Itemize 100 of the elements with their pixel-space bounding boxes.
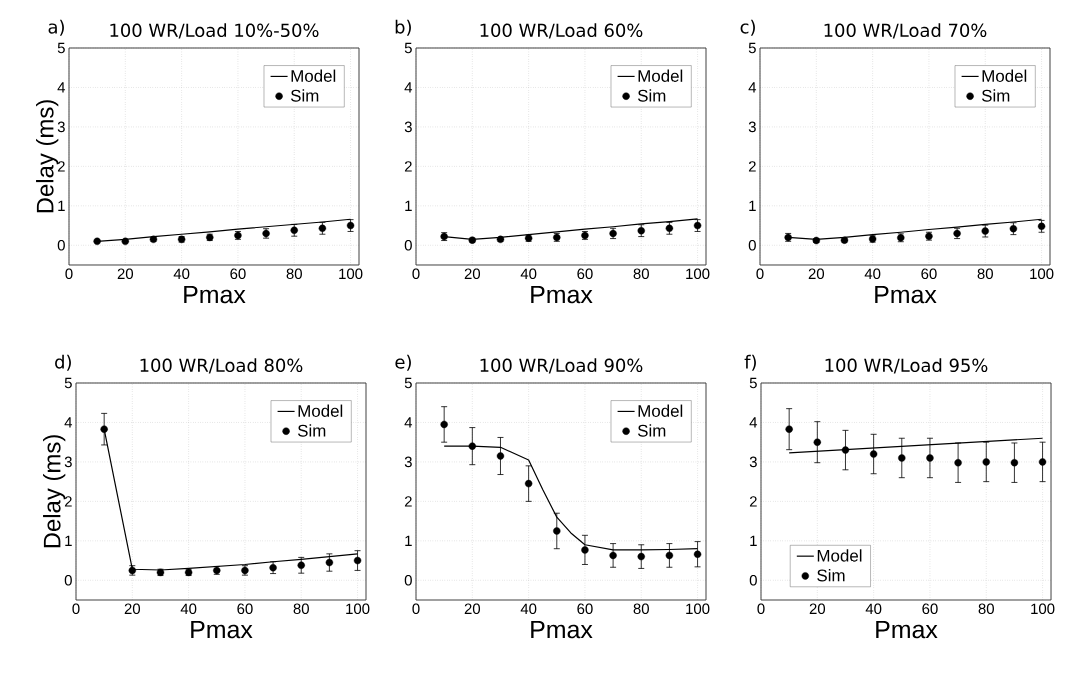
x-tick-label: 40 (865, 603, 882, 615)
x-tick-label: 80 (286, 268, 302, 280)
point (353, 556, 362, 565)
point (609, 551, 617, 560)
point (926, 454, 934, 462)
legend-label: Model (291, 69, 336, 82)
y-tick-label: 0 (404, 574, 412, 586)
x-tick-label: 60 (230, 268, 246, 280)
point (318, 224, 327, 232)
x-tick-label: 40 (180, 603, 197, 615)
legend-label: Sim (637, 89, 666, 102)
point (665, 551, 674, 560)
legend-label: Model (298, 404, 343, 417)
x-tick-label: 60 (237, 603, 253, 615)
y-tick-label: 5 (404, 377, 412, 389)
x-tick-label: 100 (1031, 603, 1055, 615)
y-tick-label: 5 (749, 377, 757, 389)
x-tick-label: 80 (633, 603, 649, 615)
x-tick-label: 60 (577, 603, 593, 615)
chart-title: 100 WR/Load 70% (824, 23, 987, 39)
y-tick-label: 1 (750, 535, 757, 546)
chart-title: 100 WR/Load 60% (480, 23, 643, 39)
legend-label: Sim (637, 424, 666, 437)
x-axis-title: Pmax (184, 285, 246, 304)
x-tick-label: 20 (464, 603, 481, 615)
y-axis-title: Delay (ms) (43, 435, 66, 548)
legend-label: Model (638, 404, 683, 417)
legend-label: Sim (817, 569, 845, 582)
x-tick-label: 80 (977, 268, 993, 280)
y-tick-label: 0 (64, 574, 72, 586)
x-tick-label: 20 (124, 603, 141, 615)
point (637, 552, 645, 561)
y-axis-title: Delay (ms) (36, 100, 59, 213)
y-tick-label: 3 (404, 121, 412, 133)
y-tick-label: 3 (749, 456, 757, 468)
point (496, 452, 505, 460)
legend-label: Model (638, 69, 683, 82)
y-tick-label: 2 (57, 161, 65, 172)
point (524, 479, 533, 488)
text: d) (55, 354, 71, 371)
point (1009, 225, 1018, 233)
y-tick-label: 5 (404, 42, 412, 54)
x-tick-label: 100 (1030, 268, 1054, 280)
text: e) (395, 354, 411, 371)
legend-label: Sim (981, 89, 1010, 102)
y-tick-label: 4 (404, 82, 413, 93)
y-tick-label: 3 (64, 456, 72, 468)
point (869, 450, 878, 458)
x-axis-title: Pmax (531, 285, 593, 304)
x-axis-title: Pmax (531, 620, 593, 639)
legend-label: Sim (290, 89, 319, 102)
x-axis-title: Pmax (191, 620, 253, 639)
y-tick-label: 5 (57, 42, 65, 54)
text: b) (395, 19, 411, 36)
x-axis-title: Pmax (875, 285, 937, 304)
y-tick-label: 4 (748, 82, 757, 93)
y-tick-label: 3 (404, 456, 412, 468)
y-tick-label: 1 (65, 535, 72, 546)
x-tick-label: 20 (808, 268, 825, 280)
x-tick-label: 80 (633, 268, 649, 280)
point (93, 237, 101, 246)
legend-label: Model (982, 69, 1027, 82)
y-tick-label: 3 (57, 121, 65, 133)
y-tick-label: 5 (748, 42, 756, 54)
x-tick-label: 40 (864, 268, 881, 280)
legend-label: Sim (297, 424, 326, 437)
point (785, 425, 793, 433)
y-tick-label: 1 (58, 200, 65, 211)
point (1010, 459, 1019, 467)
x-tick-label: 20 (464, 268, 481, 280)
point (841, 446, 850, 454)
y-tick-label: 2 (404, 161, 412, 172)
x-tick-label: 100 (339, 268, 363, 280)
point (693, 550, 702, 558)
point (297, 561, 305, 569)
x-tick-label: 20 (117, 268, 134, 280)
text: f) (744, 354, 756, 371)
chart-title: 100 WR/Load 10%-50% (110, 23, 319, 39)
y-tick-label: 2 (749, 496, 757, 507)
chart-title: 100 WR/Load 95% (825, 358, 988, 374)
x-tick-label: 80 (978, 603, 994, 615)
point (468, 442, 477, 450)
legend-label: Model (817, 549, 862, 562)
point (813, 438, 822, 446)
y-tick-label: 0 (57, 239, 65, 251)
chart-title: 100 WR/Load 90% (480, 358, 643, 374)
x-tick-label: 60 (577, 268, 593, 280)
y-tick-label: 3 (748, 121, 756, 133)
point (581, 546, 589, 554)
point (553, 527, 561, 535)
y-tick-label: 1 (405, 535, 412, 546)
y-tick-label: 2 (748, 161, 756, 172)
y-tick-label: 4 (749, 417, 758, 428)
text: a) (48, 19, 64, 36)
point (100, 425, 108, 433)
y-tick-label: 5 (64, 377, 72, 389)
x-tick-label: 80 (293, 603, 309, 615)
x-tick-label: 40 (520, 268, 537, 280)
y-tick-label: 4 (64, 417, 73, 428)
x-tick-label: 100 (686, 268, 710, 280)
